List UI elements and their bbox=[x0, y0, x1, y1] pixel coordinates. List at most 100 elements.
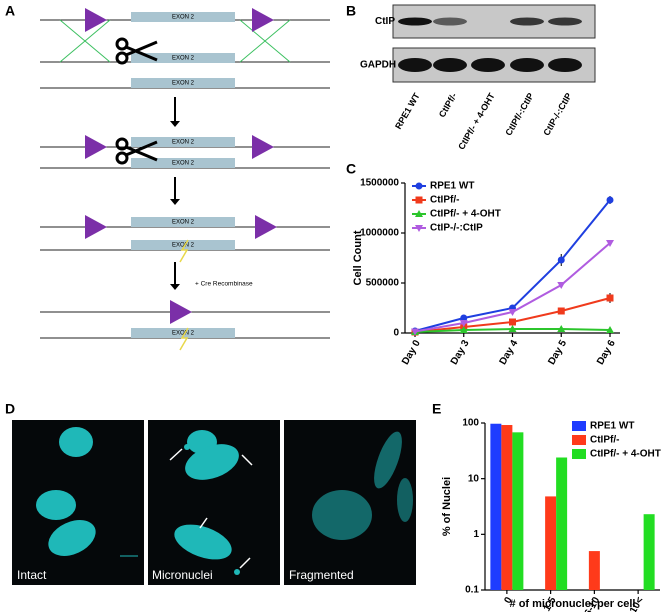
exon-box bbox=[131, 53, 235, 63]
arrow-head bbox=[170, 284, 180, 290]
scissors bbox=[115, 137, 129, 151]
y-tick-label: 1500000 bbox=[360, 178, 399, 189]
micrograph-label: Micronuclei bbox=[152, 568, 213, 582]
exon-label: EXON 2 bbox=[172, 243, 195, 249]
loxp-site bbox=[85, 135, 107, 159]
x-tick-label: Day 6 bbox=[595, 338, 618, 367]
exon-label: EXON 2 bbox=[172, 15, 195, 21]
scissors bbox=[125, 140, 158, 157]
lane-label: CtIPf/- + 4-OHT bbox=[456, 91, 497, 152]
step-note: + Cre Recombinase bbox=[195, 281, 253, 288]
exon-box bbox=[131, 12, 235, 22]
micronucleus bbox=[184, 444, 190, 450]
arrow bbox=[199, 517, 208, 529]
arrows bbox=[169, 448, 253, 569]
point bbox=[606, 294, 614, 302]
x-tick-label: 1-5 bbox=[542, 595, 559, 612]
blot-band bbox=[398, 17, 432, 26]
lane-label: CtIP-/-:CtIP bbox=[541, 91, 573, 137]
exon-label: EXON 2 bbox=[172, 81, 195, 87]
exon-label: EXON 2 bbox=[172, 220, 195, 226]
nucleus bbox=[174, 524, 232, 560]
bar bbox=[643, 514, 655, 590]
loxp-site bbox=[252, 8, 274, 32]
nucleus bbox=[36, 490, 76, 520]
exon-box bbox=[131, 78, 235, 88]
nucleus bbox=[185, 444, 239, 480]
fragmented-nucleus bbox=[397, 478, 413, 522]
legend-swatch bbox=[572, 449, 586, 459]
lane-label: CtIPf/-:CtIP bbox=[503, 91, 535, 137]
micrograph-label: Fragmented bbox=[289, 568, 354, 582]
loxp-site bbox=[252, 135, 274, 159]
x-tick-label: 0 bbox=[502, 595, 515, 606]
legend-label: CtIPf/- bbox=[590, 435, 619, 446]
point bbox=[606, 240, 614, 247]
exon-box bbox=[131, 217, 235, 227]
fragmented-nucleus bbox=[374, 431, 402, 489]
arrow-head bbox=[170, 199, 180, 205]
legend-label: CtIPf/- + 4-OHT bbox=[430, 209, 501, 220]
point bbox=[415, 182, 423, 190]
micronucleus bbox=[234, 569, 240, 575]
arrow bbox=[169, 448, 183, 461]
lane-label: RPE1 WT bbox=[393, 91, 422, 131]
point bbox=[508, 309, 517, 316]
series-line bbox=[414, 242, 611, 333]
loxp-site bbox=[85, 8, 107, 32]
y-axis-title: Cell Count bbox=[352, 230, 364, 285]
point bbox=[415, 196, 423, 204]
loxp-site bbox=[170, 300, 192, 324]
exon-label: EXON 2 bbox=[172, 140, 195, 146]
panel-letter: C bbox=[346, 161, 356, 177]
legend-label: CtIPf/- bbox=[430, 195, 459, 206]
exon-label: EXON 2 bbox=[172, 331, 195, 337]
loxp-site bbox=[85, 215, 107, 239]
x-tick-label: Day 5 bbox=[546, 338, 569, 367]
blot-band bbox=[548, 17, 582, 26]
exon-box bbox=[131, 158, 235, 168]
bar bbox=[512, 432, 524, 590]
arrow bbox=[239, 557, 251, 569]
micrograph-label: Intact bbox=[17, 568, 47, 582]
legend-swatch bbox=[572, 421, 586, 431]
x-axis-title: # of micronuclei per cell bbox=[510, 598, 636, 610]
scissors bbox=[115, 37, 129, 51]
legend-label: RPE1 WT bbox=[590, 421, 634, 432]
recombination-cross bbox=[59, 19, 111, 63]
blot-row-label: GAPDH bbox=[360, 60, 396, 71]
exon-box bbox=[131, 137, 235, 147]
point bbox=[415, 210, 423, 217]
exon-label: EXON 2 bbox=[172, 161, 195, 167]
point bbox=[557, 256, 565, 264]
y-axis-title: % of Nuclei bbox=[441, 477, 453, 536]
scissors bbox=[115, 51, 129, 65]
point bbox=[606, 326, 614, 333]
x-tick-label: Day 4 bbox=[498, 338, 521, 367]
panel-letter: D bbox=[5, 401, 15, 417]
blot-band bbox=[548, 58, 582, 72]
blot-band bbox=[471, 58, 505, 72]
scissors bbox=[115, 151, 129, 165]
point bbox=[508, 325, 517, 332]
point bbox=[509, 318, 516, 326]
blot-band bbox=[510, 17, 544, 26]
blot-band bbox=[398, 58, 432, 72]
scissors bbox=[125, 40, 158, 57]
blot-band bbox=[433, 17, 467, 26]
blot-band bbox=[433, 58, 467, 72]
legend-swatch bbox=[572, 435, 586, 445]
point bbox=[557, 325, 566, 332]
panel-letter: A bbox=[5, 3, 15, 19]
legend-label: RPE1 WT bbox=[430, 181, 474, 192]
y-tick-label: 0 bbox=[393, 328, 399, 339]
bar bbox=[545, 496, 557, 590]
blot-band bbox=[510, 58, 544, 72]
x-tick-label: Day 3 bbox=[449, 338, 472, 367]
point bbox=[606, 196, 614, 204]
point bbox=[557, 282, 566, 289]
y-tick-label: 100 bbox=[462, 418, 479, 429]
scissors bbox=[125, 145, 158, 162]
y-tick-label: 1 bbox=[473, 529, 479, 540]
